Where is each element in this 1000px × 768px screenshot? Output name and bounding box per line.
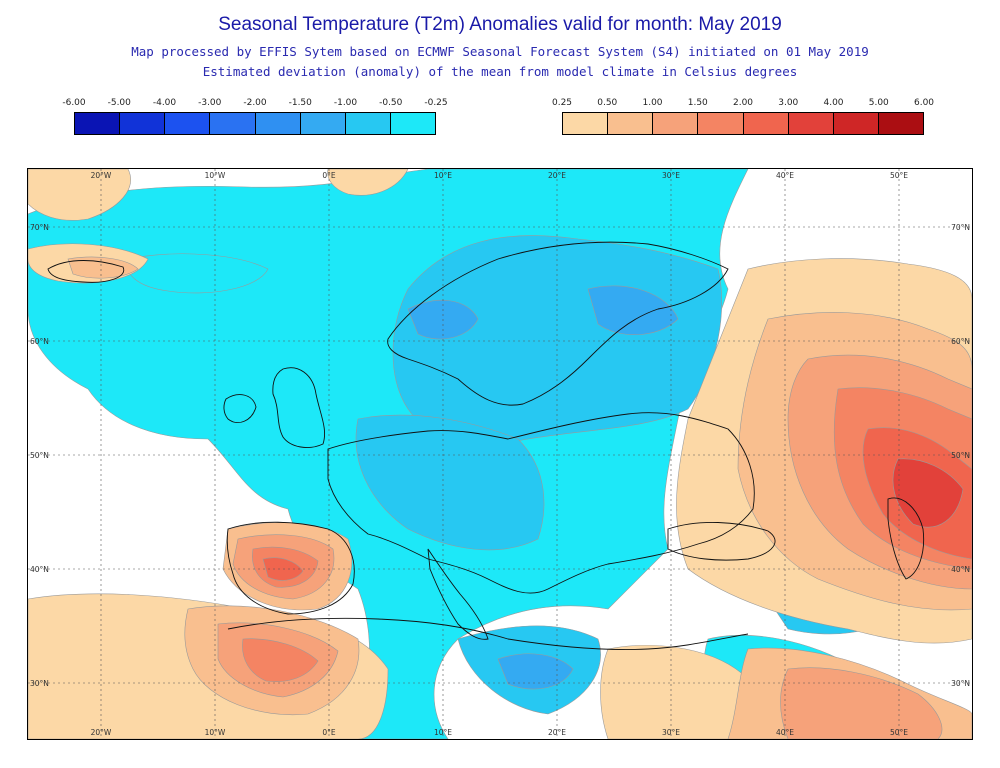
legend-neg-tick: -3.00 <box>198 98 222 108</box>
legend-negative: -6.00 -5.00 -4.00 -3.00 -2.00 -1.50 -1.00 -0.50… <box>62 98 448 135</box>
lon-label-top: 20°W <box>91 171 112 180</box>
lat-label-left: 50°N <box>30 451 49 460</box>
legend-pos-tick: 6.00 <box>913 98 935 108</box>
warm-anomaly-layer <box>28 169 972 739</box>
legend-positive-swatches <box>562 112 924 135</box>
legend-positive: 0.25 0.50 1.00 1.50 2.00 3.00 4.00 5.00 6.00 <box>552 98 934 135</box>
lon-label-bottom: 10°W <box>205 728 226 737</box>
legend-pos-swatch <box>788 113 834 134</box>
lon-label-bottom: 20°W <box>91 728 112 737</box>
lon-label-top: 10°W <box>205 171 226 180</box>
warm-region-caspian-core <box>892 458 964 528</box>
legend-pos-swatch <box>833 113 879 134</box>
lon-label-top: 20°E <box>548 171 566 180</box>
coast-italy <box>427 548 489 640</box>
legend-pos-tick: 1.50 <box>687 98 708 108</box>
legend-pos-swatch <box>878 113 923 134</box>
legend-pos-swatch <box>653 113 699 134</box>
lat-label-right: 70°N <box>951 223 970 232</box>
legend-neg-swatch <box>75 113 121 134</box>
legend-pos-tick: 5.00 <box>868 98 889 108</box>
coast-european-mainland <box>327 412 755 594</box>
lon-label-top: 10°E <box>434 171 452 180</box>
legend-pos-tick: 0.25 <box>551 98 573 108</box>
lon-label-top: 40°E <box>776 171 794 180</box>
legend-neg-tick: -0.25 <box>424 98 448 108</box>
warm-region-greenland <box>28 169 131 221</box>
coast-black-sea <box>667 521 776 561</box>
lon-label-bottom: 30°E <box>662 728 680 737</box>
anomaly-map: 20°W 20°W 10°W 10°W 0°E 0°E 10°E 10°E 20°E 20°E 30… <box>27 168 973 740</box>
legend-neg-tick: -1.50 <box>288 98 312 108</box>
map-subtitle-units: Estimated deviation (anomaly) of the mea… <box>202 64 798 79</box>
legend-neg-swatch <box>345 113 391 134</box>
lat-label-right: 40°N <box>951 565 970 574</box>
map-title: Seasonal Temperature (T2m) Anomalies val… <box>218 14 782 35</box>
cool-region-central-europe <box>355 414 545 551</box>
legend-neg-tick: -4.00 <box>152 98 177 108</box>
legend-negative-ticks: -6.00 -5.00 -4.00 -3.00 -2.00 -1.50 -1.00 -0.50… <box>62 98 447 112</box>
lat-label-left: 30°N <box>30 679 49 688</box>
legend-neg-tick: -0.50 <box>379 98 403 108</box>
lon-label-top: 30°E <box>662 171 680 180</box>
lat-label-left: 70°N <box>30 223 49 232</box>
legend-pos-swatch <box>563 113 609 134</box>
coast-great-britain <box>272 367 326 448</box>
warm-region-svalbard <box>327 169 409 196</box>
legend-neg-tick: -1.00 <box>333 98 358 108</box>
coast-iceland <box>47 260 125 283</box>
lat-label-right: 60°N <box>951 337 970 346</box>
legend-neg-swatch <box>210 113 256 134</box>
coast-scandinavia <box>387 241 729 406</box>
legend-pos-tick: 1.00 <box>642 98 663 108</box>
lon-label-top: 50°E <box>890 171 908 180</box>
legend-neg-tick: -2.00 <box>243 98 267 108</box>
map-axis-labels: 20°W 20°W 10°W 10°W 0°E 0°E 10°E 10°E 20°E 20°E 30… <box>30 171 970 737</box>
graticule <box>28 169 972 739</box>
cool-region-norway <box>587 285 679 335</box>
lon-label-bottom: 0°E <box>322 728 336 737</box>
lat-label-left: 60°N <box>30 337 49 346</box>
cool-region-libya <box>497 653 574 690</box>
coastlines <box>47 241 925 650</box>
legend-pos-swatch <box>608 113 654 134</box>
lat-label-right: 50°N <box>951 451 970 460</box>
lat-label-left: 40°N <box>30 565 49 574</box>
legend-neg-swatch <box>255 113 301 134</box>
anomaly-map-canvas: 20°W 20°W 10°W 10°W 0°E 0°E 10°E 10°E 20°E 20°E 30… <box>28 169 972 739</box>
legend-neg-swatch <box>120 113 166 134</box>
legend-positive-ticks: 0.25 0.50 1.00 1.50 2.00 3.00 4.00 5.00 6.00 <box>552 98 934 112</box>
lat-label-right: 30°N <box>951 679 970 688</box>
lon-label-bottom: 20°E <box>548 728 566 737</box>
legend-neg-tick: -5.00 <box>107 98 131 108</box>
cool-region-iceland <box>126 253 269 294</box>
legend-neg-swatch <box>300 113 346 134</box>
lon-label-bottom: 10°E <box>434 728 452 737</box>
legend-neg-tick: -6.00 <box>62 98 86 108</box>
legend-pos-tick: 0.50 <box>597 98 618 108</box>
legend-neg-swatch <box>165 113 211 134</box>
coast-caspian-sea <box>887 497 925 580</box>
lon-label-top: 0°E <box>322 171 336 180</box>
lon-label-bottom: 50°E <box>890 728 908 737</box>
cool-region-scandinavia <box>392 235 723 444</box>
legend-negative-swatches <box>74 112 436 135</box>
legend-pos-tick: 3.00 <box>778 98 799 108</box>
coast-north-africa <box>227 617 749 650</box>
lon-label-bottom: 40°E <box>776 728 794 737</box>
coast-ireland <box>223 394 257 423</box>
warm-region-middle-east-inner <box>780 667 943 739</box>
legend-pos-swatch <box>743 113 789 134</box>
legend-pos-swatch <box>698 113 744 134</box>
warm-region-iceland-inner <box>67 256 139 279</box>
legend-neg-swatch <box>390 113 435 134</box>
warm-region-morocco-core <box>242 638 319 682</box>
coast-iberia <box>226 521 355 615</box>
legend-pos-tick: 2.00 <box>732 98 754 108</box>
map-subtitle-source: Map processed by EFFIS Sytem based on EC… <box>131 44 869 59</box>
legend-pos-tick: 4.00 <box>823 98 844 108</box>
